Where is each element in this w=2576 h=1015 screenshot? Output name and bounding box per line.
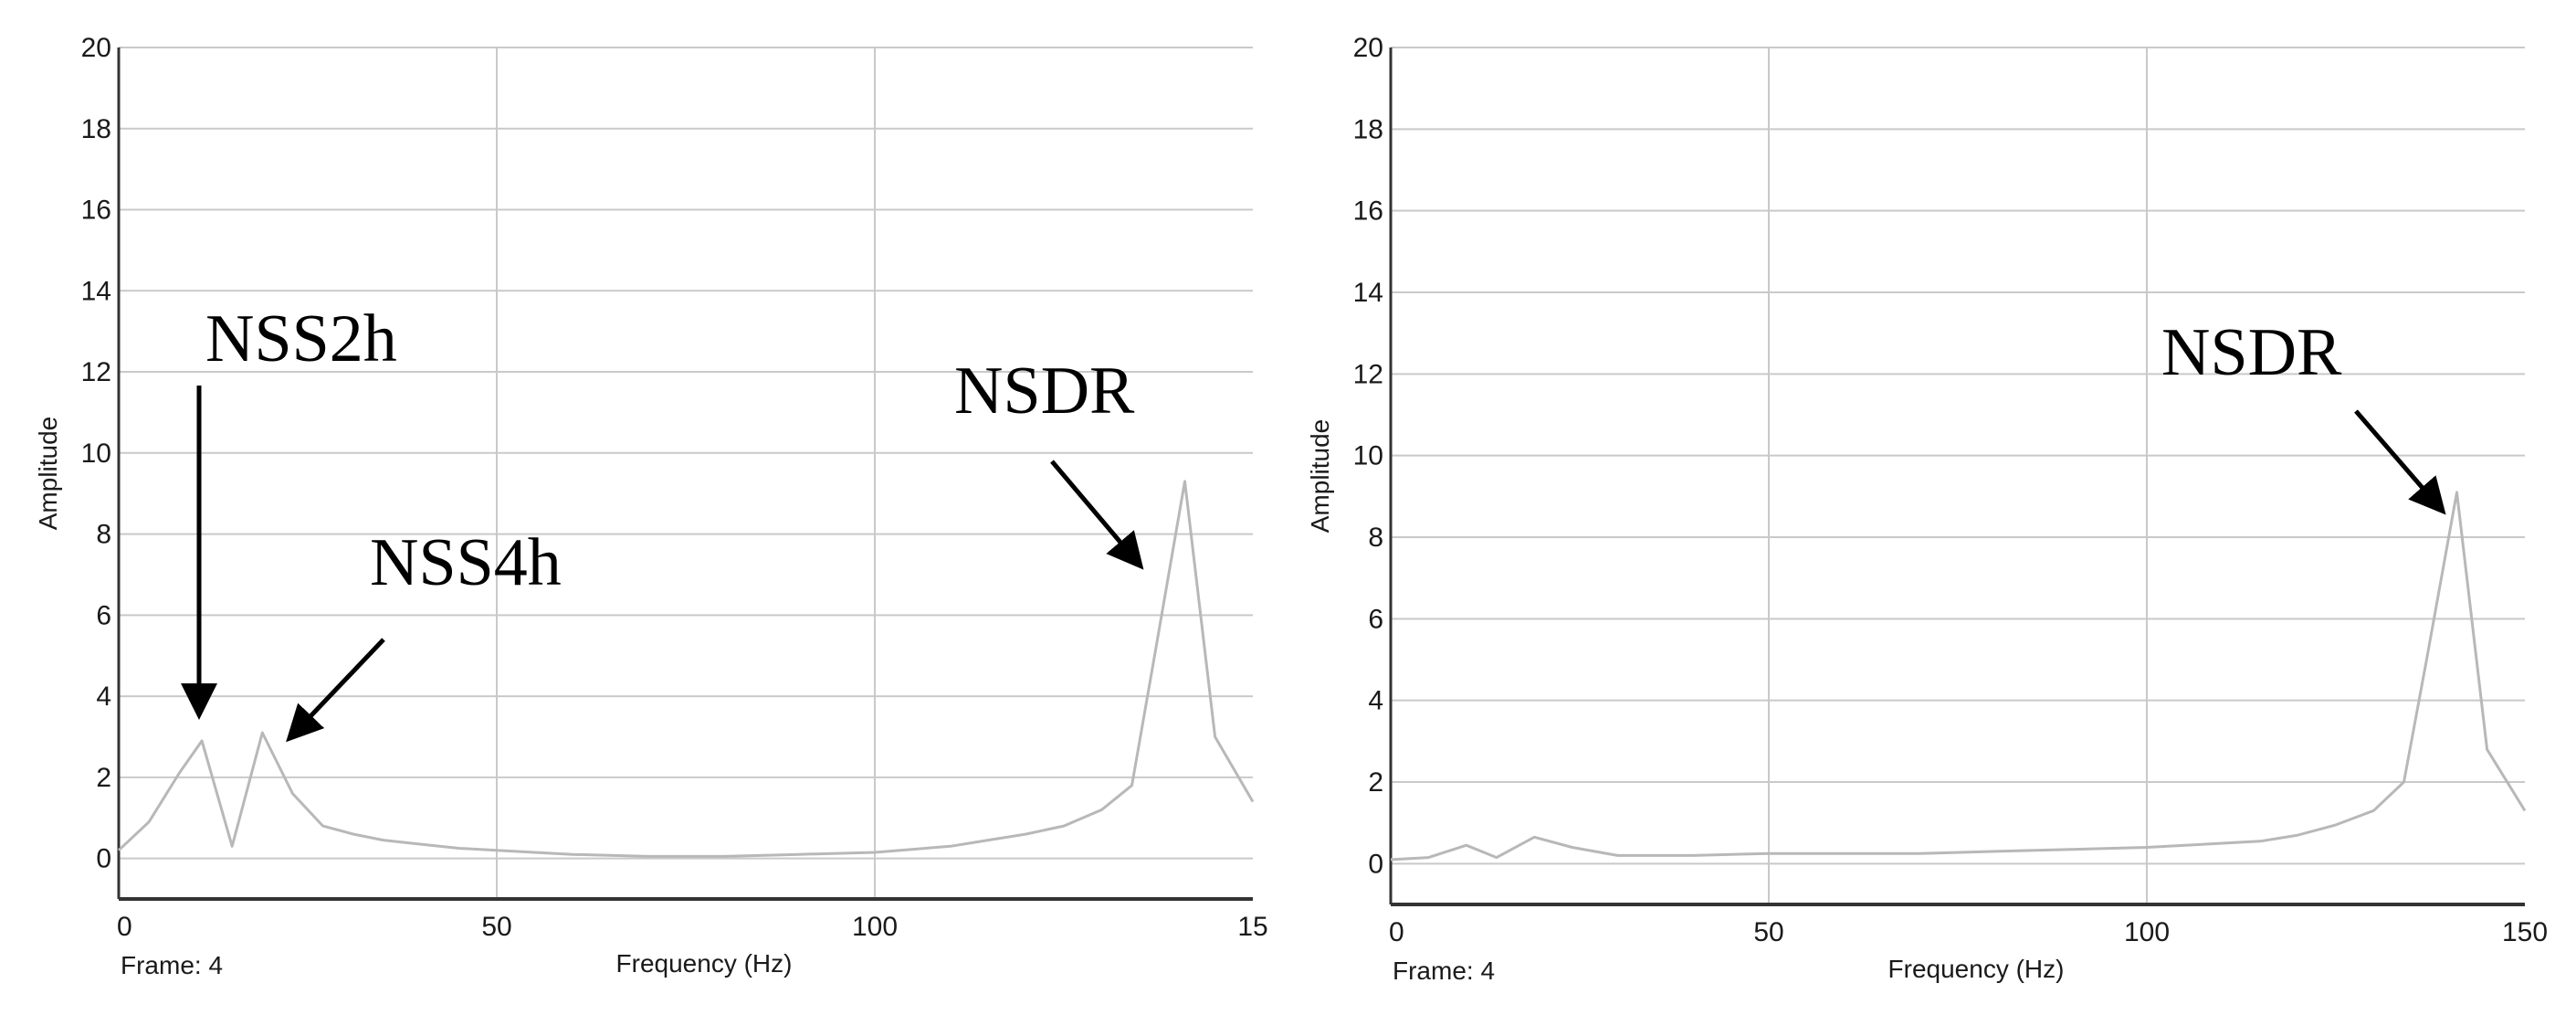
y-axis-label: Amplitude	[1306, 419, 1334, 534]
annotation-arrow	[286, 638, 385, 743]
plot-area	[119, 48, 1253, 899]
spectrum-chart-left: 0 2 4 6 8 10 12 14 16 18 20 0 50 100 15 Frequency (Hz) A…	[34, 33, 1268, 979]
y-tick-label: 12	[1353, 359, 1383, 389]
y-tick-label: 10	[81, 439, 111, 469]
y-tick-label: 6	[96, 600, 111, 630]
x-tick-label: 50	[1753, 917, 1783, 947]
annotation-arrow	[1050, 460, 1144, 570]
series-line	[1390, 491, 2527, 862]
y-tick-label: 0	[1368, 849, 1383, 879]
y-tick-label: 18	[1353, 114, 1383, 144]
y-tick-label: 14	[1353, 278, 1383, 308]
annotation-label: NSDR	[2161, 315, 2342, 390]
y-tick-label: 2	[1368, 767, 1383, 798]
y-tick-label: 20	[81, 33, 111, 63]
x-tick-label: 0	[1389, 917, 1404, 947]
series-line	[117, 480, 1255, 858]
x-tick-label: 50	[481, 912, 511, 942]
y-tick-label: 18	[81, 114, 111, 144]
annotation-arrow	[2354, 409, 2446, 515]
y-tick-label: 12	[81, 357, 111, 387]
spectrum-chart-right: 0 2 4 6 8 10 12 14 16 18 20 0 50 100 150 Frequency (Hz)…	[1306, 33, 2548, 985]
y-tick-label: 2	[96, 763, 111, 793]
y-tick-label: 8	[1368, 523, 1383, 553]
frame-label: Frame: 4	[121, 951, 223, 979]
x-axis-label: Frequency (Hz)	[1888, 955, 2065, 983]
chart-panel-left: 0 2 4 6 8 10 12 14 16 18 20 0 50 100 15 Frequency (Hz) A…	[34, 33, 1268, 979]
x-tick-label: 100	[2124, 917, 2170, 947]
plot-area	[1391, 48, 2525, 904]
y-tick-label: 16	[1353, 196, 1383, 227]
x-tick-label: 100	[852, 912, 898, 942]
annotation-label: NSS2h	[205, 301, 397, 376]
y-tick-label: 10	[1353, 441, 1383, 471]
frame-label: Frame: 4	[1393, 957, 1495, 985]
x-tick-label: 0	[117, 912, 132, 942]
y-tick-label: 0	[96, 844, 111, 874]
y-axis-label: Amplitude	[34, 417, 62, 531]
y-tick-label: 6	[1368, 604, 1383, 634]
annotation-label: NSDR	[954, 354, 1135, 428]
y-tick-label: 4	[1368, 686, 1383, 716]
x-axis-label: Frequency (Hz)	[616, 949, 793, 978]
y-tick-label: 4	[96, 682, 111, 712]
x-tick-label: 15	[1237, 912, 1267, 942]
annotation-label: NSS4h	[370, 525, 562, 600]
x-tick-label: 150	[2502, 917, 2548, 947]
y-tick-label: 14	[81, 276, 111, 306]
y-tick-label: 8	[96, 520, 111, 550]
y-tick-label: 20	[1353, 33, 1383, 63]
chart-panel-right: 0 2 4 6 8 10 12 14 16 18 20 0 50 100 150 Frequency (Hz)…	[1288, 0, 2576, 1015]
y-tick-label: 16	[81, 196, 111, 226]
